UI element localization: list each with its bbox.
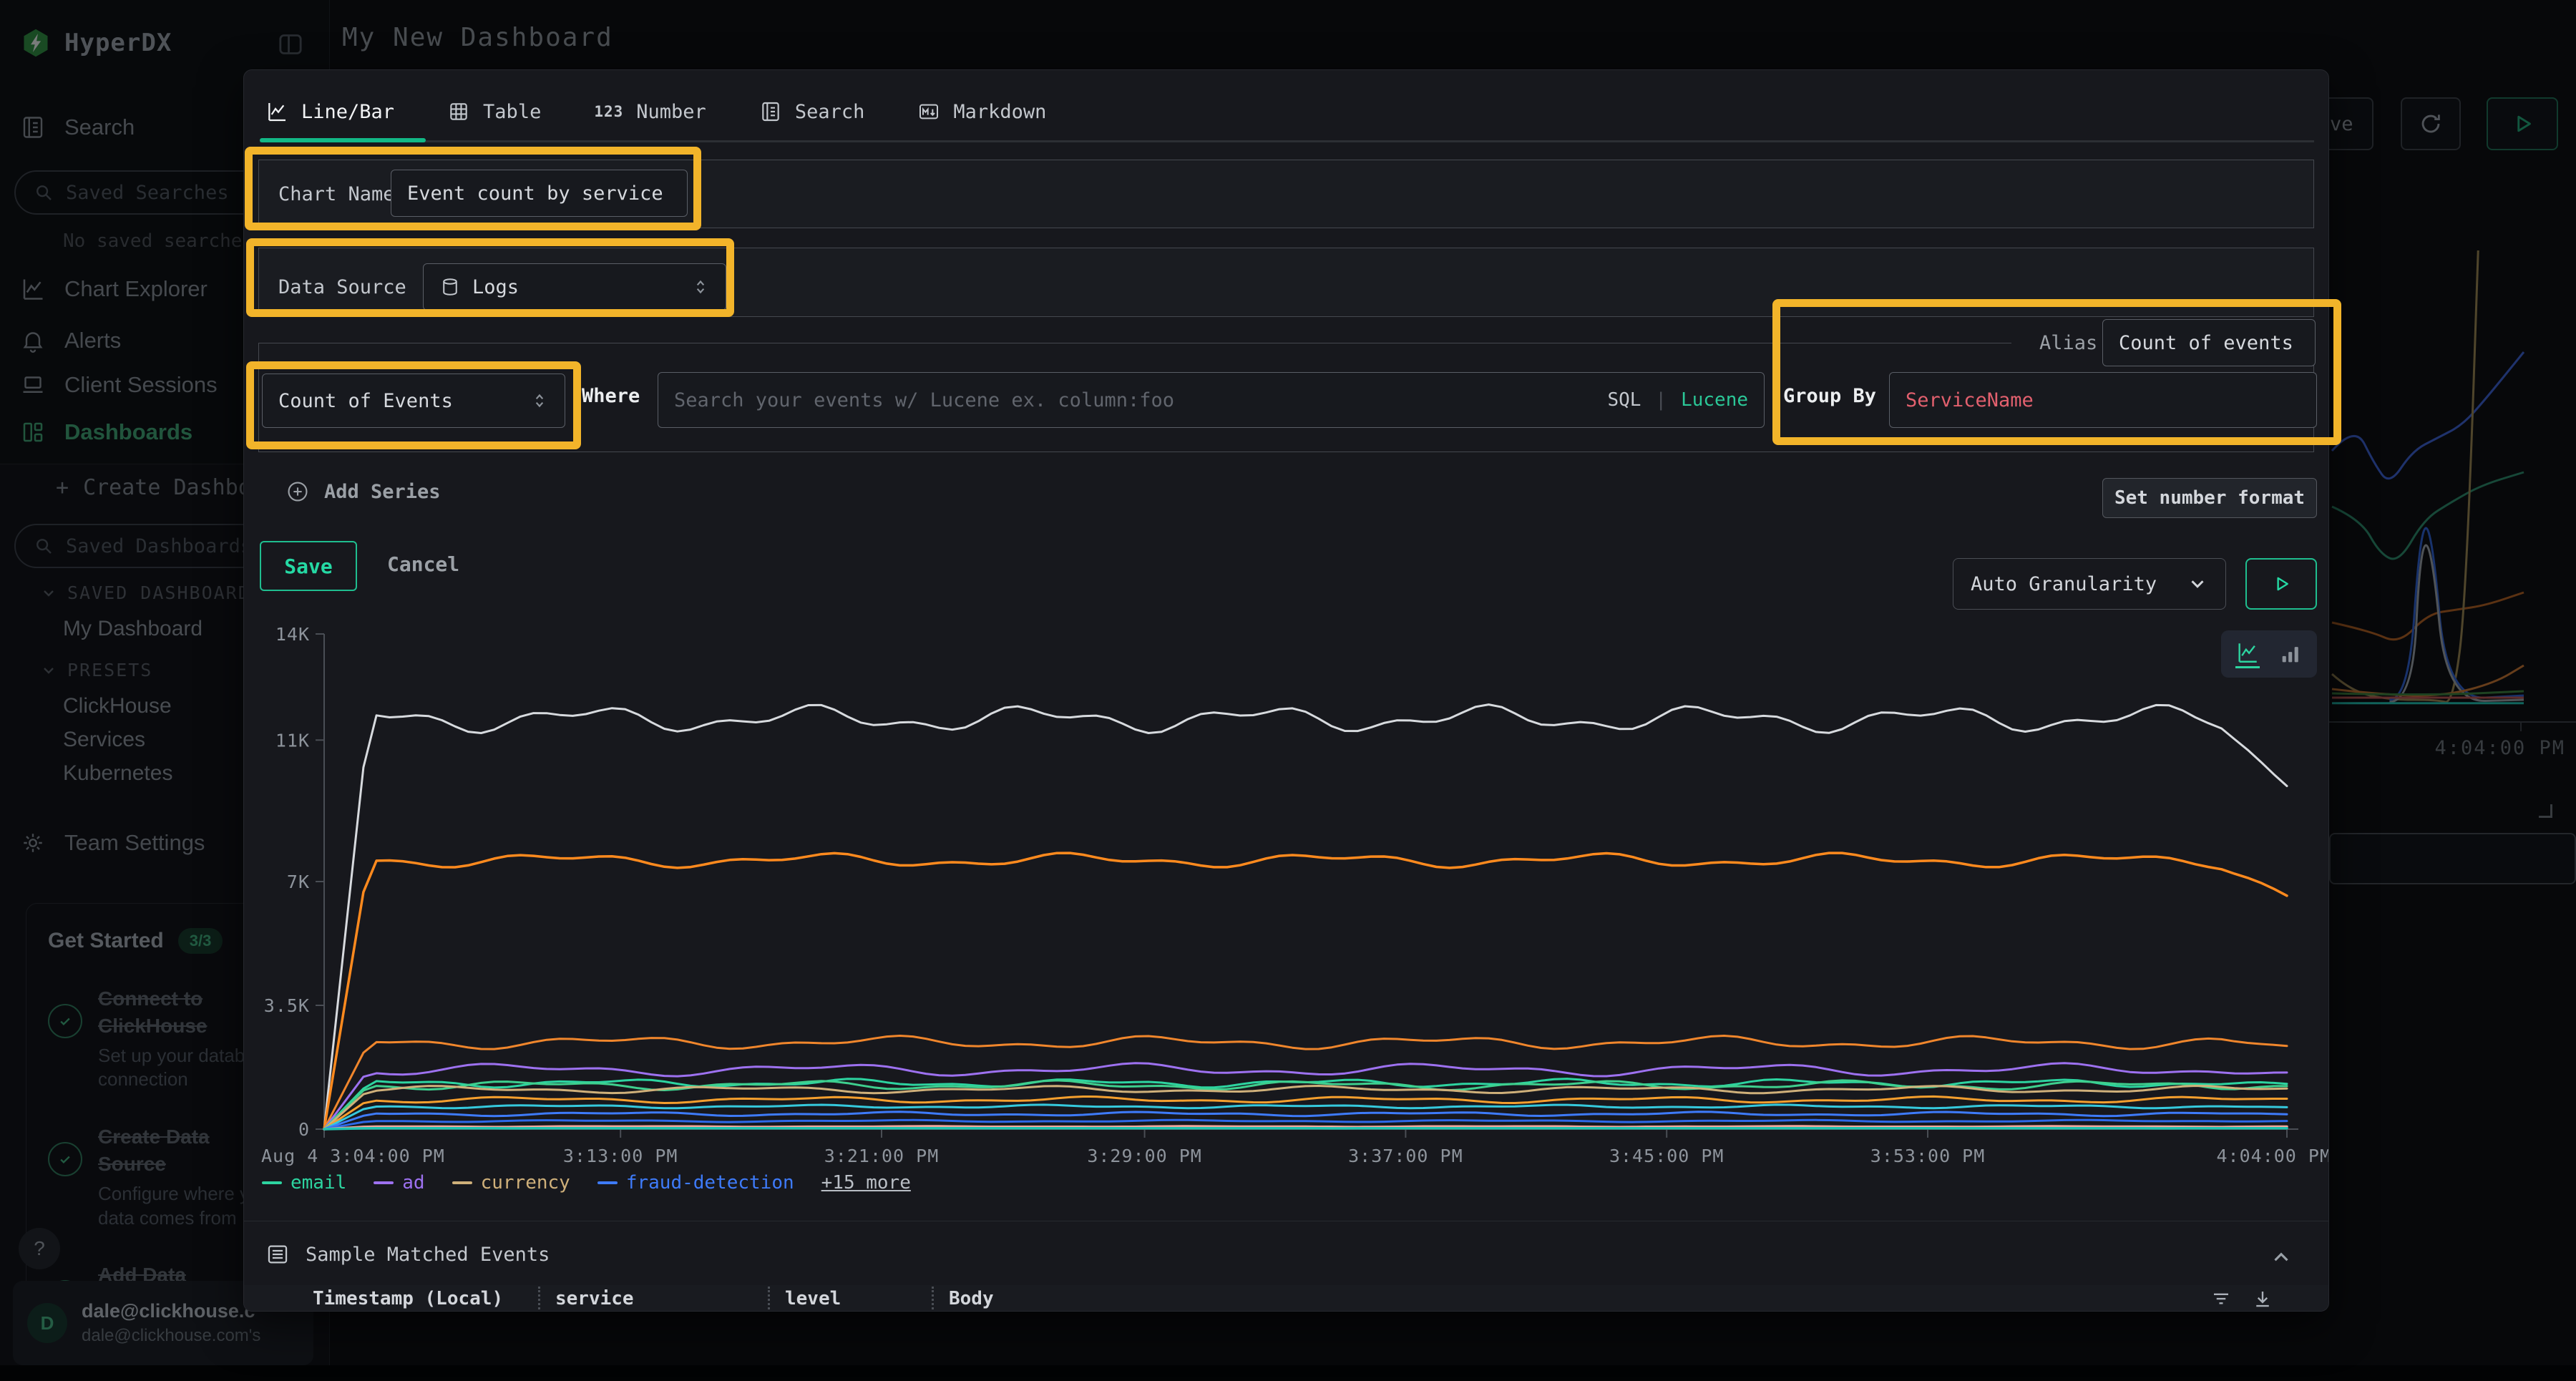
list-icon	[265, 1242, 290, 1267]
plus-circle-icon	[286, 479, 310, 504]
annotation-highlight-chart-name	[245, 147, 701, 230]
sql-toggle[interactable]: SQL	[1607, 389, 1641, 411]
chart-icon	[265, 100, 288, 123]
table-icon	[447, 100, 470, 123]
chevron-up-icon[interactable]	[2269, 1245, 2293, 1269]
run-chart-button[interactable]	[2245, 558, 2317, 610]
legend-swatch	[262, 1181, 282, 1184]
legend-item-currency[interactable]: currency	[452, 1172, 570, 1194]
tab-label: Number	[636, 101, 706, 123]
legend-item-fraud-detection[interactable]: fraud-detection	[597, 1172, 794, 1194]
legend-swatch	[597, 1181, 618, 1184]
where-placeholder: Search your events w/ Lucene ex. column:…	[674, 389, 1174, 411]
cancel-button[interactable]: Cancel	[387, 552, 459, 576]
chart-legend: email ad currency fraud-detection +15 more	[262, 1172, 911, 1194]
tab-underline-active	[260, 138, 426, 142]
lucene-toggle[interactable]: Lucene	[1681, 389, 1748, 411]
doc-icon	[759, 100, 782, 123]
tab-label: Search	[795, 101, 865, 123]
svg-text:3.5K: 3.5K	[264, 995, 310, 1016]
legend-label: currency	[481, 1172, 570, 1194]
legend-more-link[interactable]: +15 more	[821, 1172, 911, 1194]
markdown-icon	[917, 100, 940, 123]
chart-type-tabs: Line/Bar Table 123 Number Search Markdown	[265, 84, 1046, 139]
svg-text:3:29:00 PM: 3:29:00 PM	[1087, 1146, 1202, 1166]
where-label: Where	[582, 385, 640, 407]
column-header-service[interactable]: service	[555, 1288, 634, 1309]
svg-text:Aug 4 3:04:00 PM: Aug 4 3:04:00 PM	[261, 1146, 445, 1166]
svg-text:3:45:00 PM: 3:45:00 PM	[1609, 1146, 1724, 1166]
events-table-header: Timestamp (Local) service level Body	[244, 1285, 2329, 1312]
column-header-level[interactable]: level	[785, 1288, 841, 1309]
number-123-icon: 123	[594, 103, 623, 120]
legend-label: ad	[402, 1172, 424, 1194]
tab-underline	[260, 140, 2314, 142]
play-icon	[2270, 573, 2292, 595]
legend-label: email	[291, 1172, 346, 1194]
column-separator[interactable]	[932, 1287, 934, 1309]
legend-item-ad[interactable]: ad	[374, 1172, 424, 1194]
tab-search[interactable]: Search	[759, 100, 865, 123]
svg-text:3:53:00 PM: 3:53:00 PM	[1870, 1146, 1986, 1166]
column-header-timestamp-local-[interactable]: Timestamp (Local)	[313, 1288, 503, 1309]
timeseries-chart[interactable]: 14K11K7K3.5K0Aug 4 3:04:00 PM3:13:00 PM3…	[287, 621, 2298, 1179]
svg-text:0: 0	[298, 1119, 310, 1140]
tab-table[interactable]: Table	[447, 100, 541, 123]
svg-text:4:04:00 PM: 4:04:00 PM	[2216, 1146, 2329, 1166]
tab-markdown[interactable]: Markdown	[917, 100, 1046, 123]
download-icon[interactable]	[2252, 1288, 2273, 1309]
legend-label: fraud-detection	[626, 1172, 794, 1194]
legend-item-email[interactable]: email	[262, 1172, 346, 1194]
add-series-button[interactable]: Add Series	[286, 479, 441, 504]
svg-text:3:37:00 PM: 3:37:00 PM	[1348, 1146, 1463, 1166]
tab-label: Table	[483, 101, 541, 123]
app-root: My New Dashboard Save 4:04:00 PM HyperDX…	[0, 0, 2576, 1381]
tab-number[interactable]: 123 Number	[594, 101, 706, 123]
column-separator[interactable]	[768, 1287, 770, 1309]
save-button[interactable]: Save	[260, 541, 357, 591]
annotation-highlight-group-by	[1772, 299, 2341, 445]
column-header-body[interactable]: Body	[949, 1288, 994, 1309]
annotation-highlight-aggregation	[246, 361, 581, 449]
legend-swatch	[374, 1181, 394, 1184]
svg-text:11K: 11K	[275, 730, 310, 751]
where-search-input[interactable]: Search your events w/ Lucene ex. column:…	[658, 372, 1765, 428]
svg-text:7K: 7K	[287, 872, 310, 892]
tab-label: Markdown	[953, 101, 1046, 123]
set-number-format-button[interactable]: Set number format	[2102, 478, 2317, 518]
tab-label: Line/Bar	[301, 101, 394, 123]
chevron-down-icon	[2187, 573, 2208, 595]
svg-text:3:13:00 PM: 3:13:00 PM	[563, 1146, 678, 1166]
annotation-highlight-data-source	[246, 238, 734, 317]
column-separator[interactable]	[538, 1287, 540, 1309]
svg-text:3:21:00 PM: 3:21:00 PM	[824, 1146, 940, 1166]
tab-line-bar[interactable]: Line/Bar	[265, 100, 394, 123]
legend-swatch	[452, 1181, 472, 1184]
filter-icon[interactable]	[2210, 1288, 2232, 1309]
sample-events-header: Sample Matched Events	[265, 1242, 550, 1267]
granularity-select[interactable]: Auto Granularity	[1953, 558, 2226, 610]
svg-text:14K: 14K	[275, 624, 310, 645]
